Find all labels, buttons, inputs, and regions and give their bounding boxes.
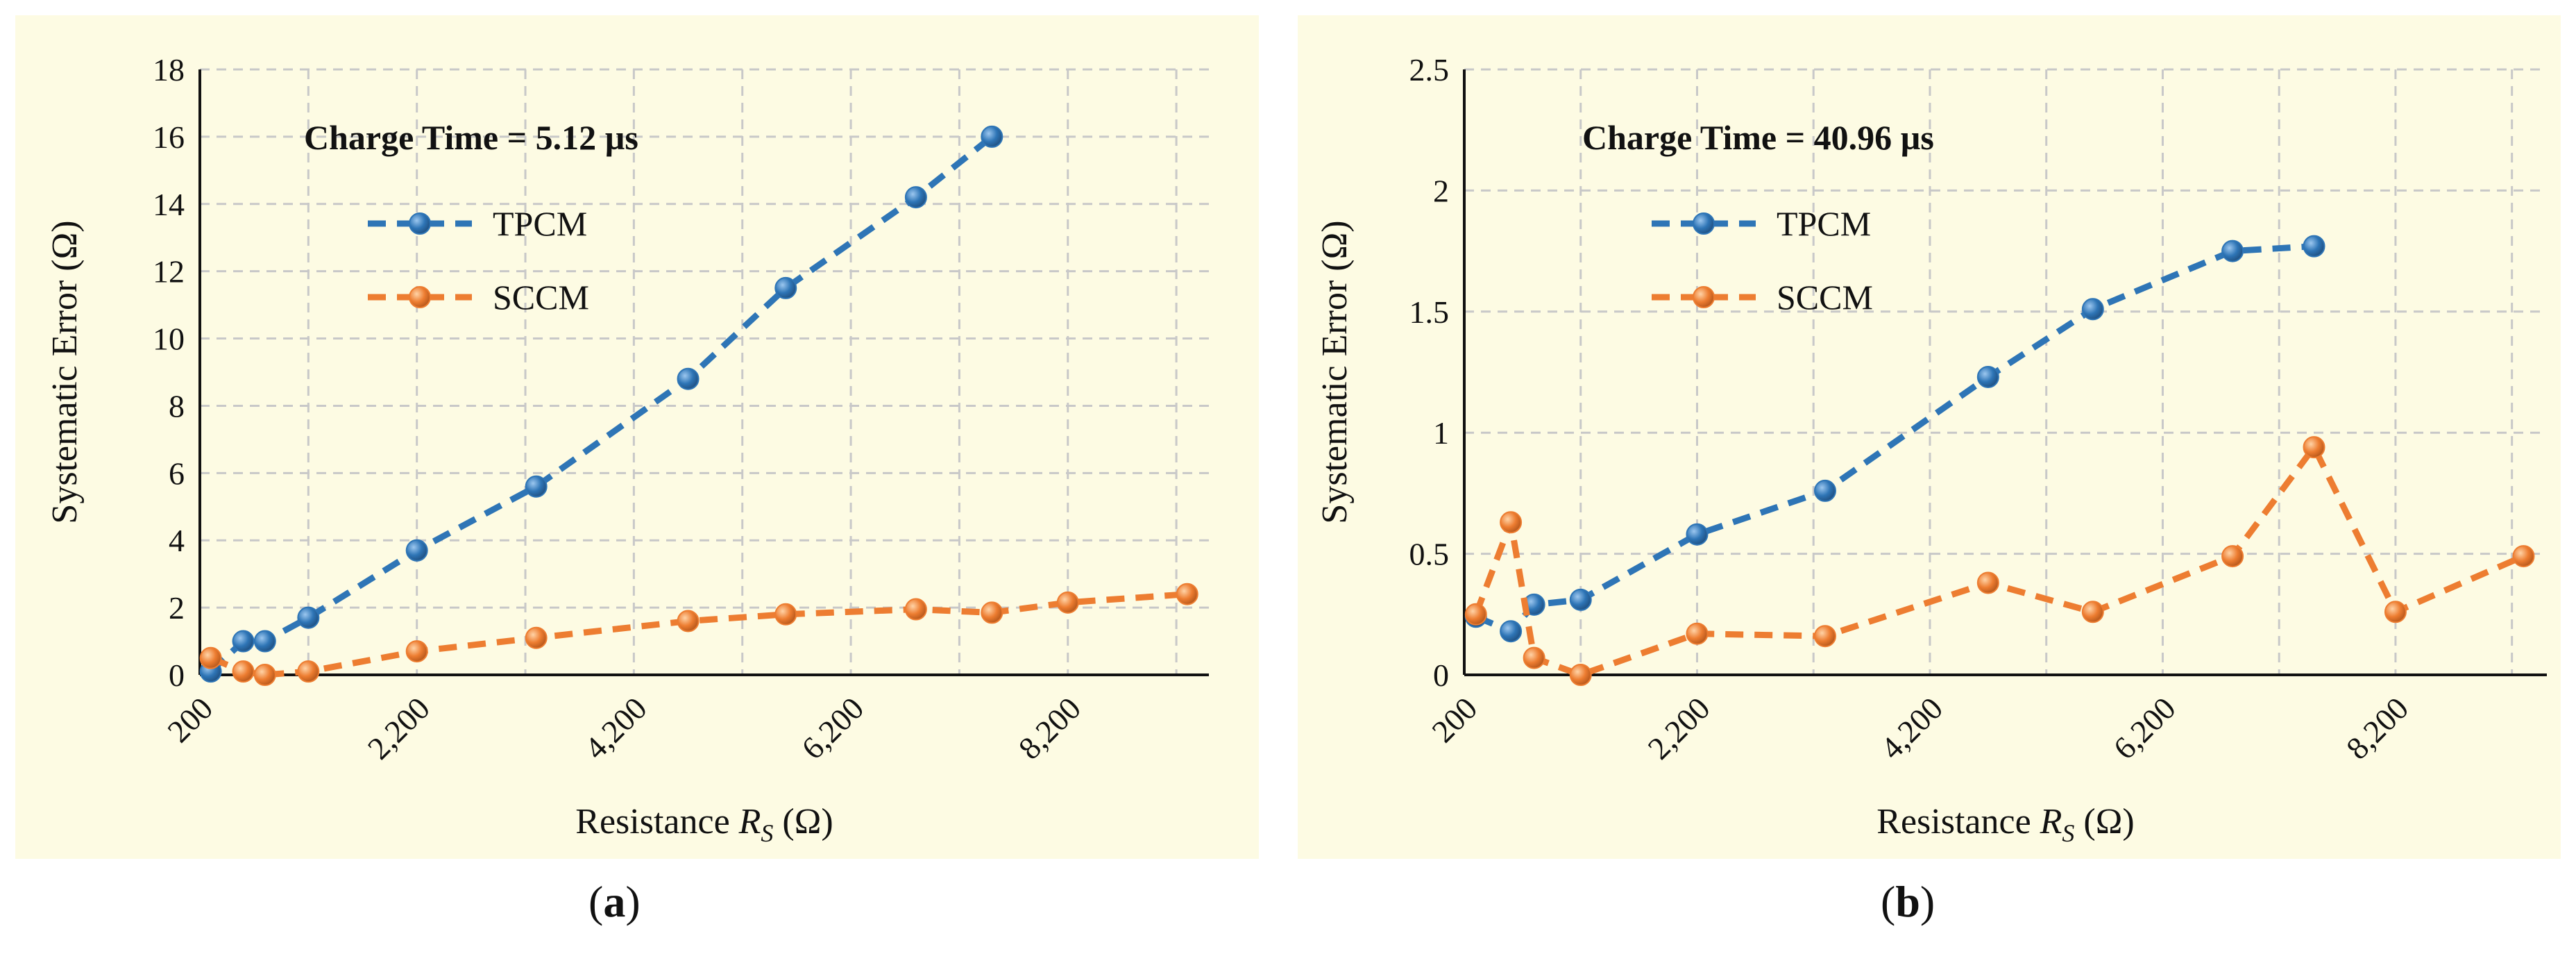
legend-marker-tpcm bbox=[409, 212, 431, 235]
data-point-sccm bbox=[1500, 511, 1523, 534]
data-point-tpcm bbox=[2221, 240, 2244, 262]
data-point-sccm bbox=[1176, 583, 1198, 605]
legend-label-tpcm: TPCM bbox=[1777, 204, 1871, 243]
data-point-sccm bbox=[405, 640, 428, 663]
data-point-tpcm bbox=[405, 539, 428, 562]
charge-time-annotation: Charge Time = 40.96 µs bbox=[1582, 118, 1934, 157]
plot-area bbox=[1464, 69, 2547, 675]
data-point-tpcm bbox=[1500, 620, 1523, 643]
data-point-sccm bbox=[774, 603, 797, 626]
data-point-sccm bbox=[1569, 664, 1592, 686]
x-tick-label: 2,200 bbox=[361, 690, 437, 766]
series-line-tpcm bbox=[1475, 243, 2314, 635]
y-tick-label: 18 bbox=[153, 52, 185, 87]
data-point-sccm bbox=[1814, 625, 1836, 648]
x-tick-label: 4,200 bbox=[577, 690, 653, 766]
data-point-tpcm bbox=[1814, 479, 1836, 502]
x-axis-title-sub: S bbox=[761, 819, 773, 847]
x-tick-label: 200 bbox=[160, 690, 219, 749]
data-point-sccm bbox=[297, 660, 320, 683]
panel-label-b: (b) bbox=[1881, 877, 1935, 926]
data-point-tpcm bbox=[981, 125, 1003, 148]
data-point-sccm bbox=[2221, 545, 2244, 568]
x-axis-title: Resistance RS (Ω) bbox=[575, 802, 833, 847]
data-point-tpcm bbox=[232, 630, 255, 653]
x-tick-label: 8,200 bbox=[2339, 690, 2415, 766]
y-tick-label: 12 bbox=[153, 254, 185, 290]
y-tick-label: 10 bbox=[153, 321, 185, 357]
x-tick-label: 6,200 bbox=[2106, 690, 2182, 766]
x-tick-label: 8,200 bbox=[1012, 690, 1087, 766]
data-point-sccm bbox=[2303, 436, 2325, 459]
plot-area bbox=[200, 69, 1209, 675]
series-line-sccm bbox=[209, 591, 1188, 678]
y-tick-label: 16 bbox=[153, 119, 185, 155]
data-point-sccm bbox=[2081, 601, 2104, 623]
data-point-tpcm bbox=[1569, 588, 1592, 611]
x-axis-title-var: R bbox=[2040, 802, 2062, 841]
data-point-sccm bbox=[525, 626, 548, 649]
y-tick-label: 2.5 bbox=[1409, 52, 1450, 87]
legend-label-sccm: SCCM bbox=[493, 278, 589, 317]
data-point-tpcm bbox=[253, 630, 276, 653]
y-axis-title: Systematic Error (Ω) bbox=[45, 220, 85, 524]
data-point-tpcm bbox=[2081, 298, 2104, 321]
legend-marker-sccm bbox=[409, 286, 431, 308]
x-tick-label: 2,200 bbox=[1641, 690, 1717, 766]
series-line-sccm bbox=[1473, 444, 2525, 678]
data-point-sccm bbox=[1976, 571, 1999, 594]
x-axis-title-prefix: Resistance bbox=[1876, 802, 2040, 841]
data-point-tpcm bbox=[297, 606, 320, 629]
data-point-tpcm bbox=[2303, 235, 2325, 258]
y-tick-label: 0 bbox=[1433, 658, 1449, 693]
data-point-tpcm bbox=[904, 186, 927, 209]
y-tick-label: 0 bbox=[169, 658, 185, 693]
x-axis-title-unit: (Ω) bbox=[773, 802, 833, 841]
data-point-sccm bbox=[1056, 591, 1079, 614]
x-axis-title: Resistance RS (Ω) bbox=[1876, 802, 2134, 847]
y-tick-label: 2 bbox=[169, 590, 185, 626]
chart-a: 0 2 4 6 8 10 12 14 16 18 200 2,200 4,200 6,200 8,200 Sy… bbox=[45, 52, 1209, 847]
y-tick-label: 8 bbox=[169, 388, 185, 424]
x-tick-label: 4,200 bbox=[1874, 690, 1949, 766]
data-point-tpcm bbox=[677, 367, 700, 390]
legend-label-sccm: SCCM bbox=[1777, 278, 1873, 317]
y-tick-label: 0.5 bbox=[1409, 537, 1450, 572]
panel-label-a: (a) bbox=[588, 877, 641, 926]
y-tick-label: 4 bbox=[169, 523, 185, 558]
x-axis-title-unit: (Ω) bbox=[2074, 802, 2134, 841]
data-point-sccm bbox=[981, 601, 1003, 624]
data-point-sccm bbox=[199, 646, 222, 669]
y-tick-label: 2 bbox=[1433, 173, 1449, 208]
data-point-sccm bbox=[1523, 646, 1545, 669]
data-point-sccm bbox=[232, 660, 255, 683]
data-point-tpcm bbox=[525, 475, 548, 498]
x-tick-label: 200 bbox=[1425, 690, 1484, 749]
legend-marker-tpcm bbox=[1693, 212, 1715, 235]
x-axis-title-var: R bbox=[738, 802, 761, 841]
data-point-sccm bbox=[1464, 603, 1487, 626]
data-point-sccm bbox=[253, 664, 276, 686]
x-axis-title-sub: S bbox=[2062, 819, 2074, 847]
legend-label-tpcm: TPCM bbox=[493, 204, 587, 243]
legend-marker-sccm bbox=[1693, 286, 1715, 308]
x-axis-title-prefix: Resistance bbox=[575, 802, 738, 841]
data-point-tpcm bbox=[1686, 523, 1709, 546]
data-point-sccm bbox=[2384, 601, 2407, 623]
data-point-sccm bbox=[904, 598, 927, 621]
data-point-sccm bbox=[2512, 545, 2535, 568]
y-axis-title: Systematic Error (Ω) bbox=[1315, 220, 1355, 524]
data-point-tpcm bbox=[1976, 365, 1999, 388]
x-tick-label: 6,200 bbox=[795, 690, 870, 766]
data-point-sccm bbox=[677, 610, 700, 633]
y-tick-label: 1.5 bbox=[1409, 294, 1450, 330]
y-tick-label: 14 bbox=[153, 187, 185, 222]
y-tick-label: 1 bbox=[1433, 415, 1449, 451]
data-point-tpcm bbox=[774, 276, 797, 299]
data-point-sccm bbox=[1686, 622, 1709, 645]
y-tick-label: 6 bbox=[169, 455, 185, 491]
charge-time-annotation: Charge Time = 5.12 µs bbox=[304, 118, 638, 157]
chart-b: 0 0.5 1 1.5 2 2.5 200 2,200 4,200 6,200 8,200 Syste… bbox=[1315, 52, 2547, 847]
